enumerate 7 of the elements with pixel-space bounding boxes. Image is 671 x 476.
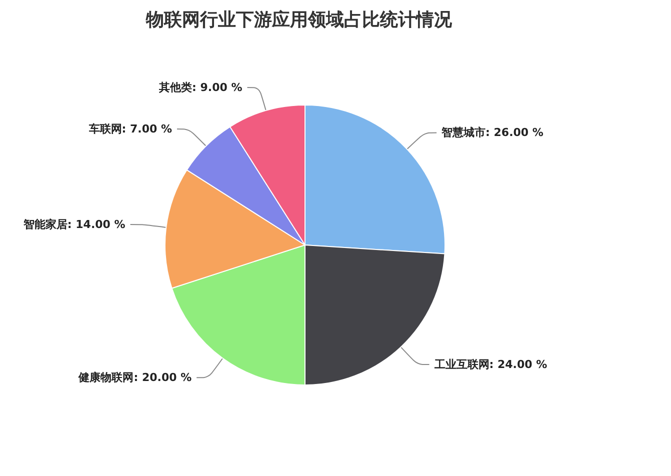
chart-title: 物联网行业下游应用领域占比统计情况 [145,10,453,30]
slice-label: 智慧城市: 26.00 % [440,126,544,140]
slice-label: 其他类: 9.00 % [158,81,242,94]
slice-label: 健康物联网: 20.00 % [78,371,192,384]
slice-label: 工业互联网: 24.00 % [433,358,548,372]
slice-label: 车联网: 7.00 % [88,122,172,136]
slice-label: 智能家居: 14.00 % [22,218,126,231]
